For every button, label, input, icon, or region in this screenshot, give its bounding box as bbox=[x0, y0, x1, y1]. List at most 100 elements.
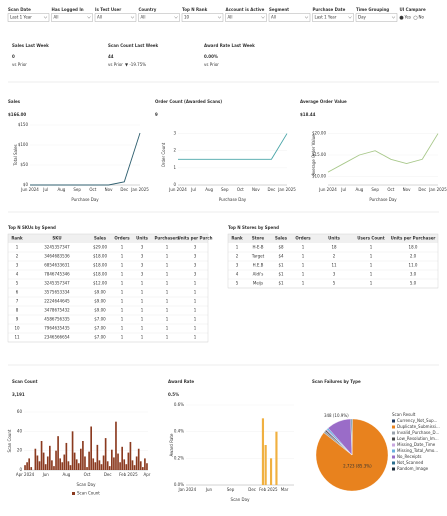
table-cell: $1 bbox=[278, 272, 284, 277]
column-header: Units per Purch bbox=[177, 236, 212, 241]
column-header: Purchasers bbox=[154, 236, 180, 241]
filter-label: Has Logged In bbox=[52, 7, 84, 12]
column-header: Units bbox=[136, 236, 148, 241]
x-tick-label: Jan 2025 bbox=[277, 187, 296, 192]
x-axis-title: Scan Day bbox=[77, 482, 97, 487]
legend-swatch bbox=[392, 467, 395, 471]
bar bbox=[131, 460, 134, 470]
radio[interactable] bbox=[399, 15, 404, 20]
bar bbox=[49, 445, 51, 470]
chart-value: $18.44 bbox=[300, 112, 316, 117]
filter-label: Time Grouping bbox=[356, 7, 389, 12]
y-tick-label: 0 bbox=[19, 467, 22, 472]
bar bbox=[67, 461, 70, 470]
table-cell: 5.0 bbox=[410, 281, 417, 286]
table-cell: $1 bbox=[278, 263, 284, 268]
chart-title: Order Count (Awarded Scans) bbox=[155, 99, 222, 104]
bar bbox=[69, 465, 72, 470]
y-tick-label: 0 bbox=[173, 182, 176, 187]
kpi-value: 0 bbox=[12, 54, 15, 59]
x-tick-label: Aug bbox=[205, 187, 213, 192]
filter-dropdown[interactable] bbox=[312, 13, 354, 22]
table-cell: $9.00 bbox=[94, 308, 106, 313]
table-cell: 1 bbox=[194, 308, 197, 313]
filter-dropdown[interactable] bbox=[268, 13, 311, 22]
bar bbox=[121, 446, 123, 470]
filter-label: Account is Active bbox=[226, 7, 265, 12]
y-tick-label: 2 bbox=[173, 148, 176, 153]
legend-swatch bbox=[392, 455, 395, 459]
radio-label: Yes bbox=[404, 15, 411, 20]
table-cell: $4 bbox=[278, 254, 284, 259]
table-cell: 8 bbox=[16, 308, 19, 313]
table-border bbox=[227, 233, 439, 289]
legend-label: Missing_Date_Time bbox=[397, 442, 436, 447]
radio[interactable] bbox=[413, 15, 418, 20]
table-title: Top N Stores by Spend bbox=[228, 225, 279, 230]
filter-value: All bbox=[97, 15, 102, 20]
table-cell: 10 bbox=[14, 326, 20, 331]
y-axis-title: Order Count bbox=[161, 142, 166, 167]
table-cell: 1 bbox=[302, 245, 305, 250]
chart-title: Sales bbox=[8, 99, 21, 104]
x-tick-label: Sep bbox=[227, 487, 235, 492]
table-cell: 5 bbox=[333, 281, 336, 286]
chart-title: Average Order Value bbox=[300, 99, 347, 104]
filter-dropdown[interactable] bbox=[181, 13, 224, 22]
table-cell: 1 bbox=[121, 245, 124, 250]
chevron bbox=[174, 16, 178, 19]
chevron bbox=[261, 16, 265, 19]
table-cell: 1 bbox=[121, 317, 124, 322]
chart-value: 9 bbox=[155, 112, 158, 117]
chart-title: Scan Failures by Type bbox=[312, 379, 361, 384]
bar bbox=[53, 466, 55, 470]
y-axis-title: Scan Count bbox=[7, 429, 12, 452]
table-cell: 3 bbox=[16, 263, 19, 268]
table-cell: 1 bbox=[194, 290, 197, 295]
bar bbox=[117, 453, 119, 470]
table-cell: 1 bbox=[302, 263, 305, 268]
filter-dropdown[interactable] bbox=[94, 13, 137, 22]
table-cell: 2.0 bbox=[410, 254, 417, 259]
x-tick-label: Sep bbox=[73, 187, 81, 192]
filter-dropdown[interactable] bbox=[355, 13, 398, 22]
table-cell: 4 bbox=[236, 272, 239, 277]
legend-label: Random_Image bbox=[397, 466, 429, 471]
table-cell: 3 bbox=[141, 254, 144, 259]
y-tick-label: 0.6% bbox=[174, 402, 184, 407]
table-cell: 1 bbox=[370, 245, 373, 250]
filter-dropdown[interactable] bbox=[7, 13, 50, 22]
data-label: 2,723 (85.3%) bbox=[343, 463, 372, 468]
x-axis-title: Purchase Day bbox=[219, 197, 247, 202]
table-cell: 7846745346 bbox=[44, 272, 70, 277]
table-cell: 1 bbox=[121, 254, 124, 259]
table-cell: 2224644645 bbox=[44, 299, 70, 304]
table-cell: 1 bbox=[236, 245, 239, 250]
table-cell: H-E-B bbox=[252, 245, 263, 250]
filter-dropdown[interactable] bbox=[51, 13, 93, 22]
legend-label: Currency_Not_Sup... bbox=[397, 418, 437, 423]
filter-label: Is Test User bbox=[95, 7, 121, 12]
bar bbox=[137, 448, 140, 470]
bar bbox=[264, 445, 267, 485]
filter-dropdown[interactable] bbox=[225, 13, 267, 22]
bar bbox=[80, 448, 82, 470]
x-tick-label: Oct bbox=[387, 187, 394, 192]
legend-label: Not_Scanned bbox=[397, 460, 424, 465]
bar bbox=[88, 451, 90, 470]
bar bbox=[146, 463, 148, 470]
bar bbox=[55, 450, 57, 470]
table-cell: 6854633631 bbox=[44, 263, 70, 268]
filter-value: All bbox=[228, 15, 233, 20]
table-cell: 1 bbox=[166, 317, 169, 322]
x-tick-label: Dec bbox=[104, 472, 112, 477]
bar bbox=[144, 458, 146, 470]
table-cell: 4 bbox=[16, 272, 19, 277]
bar bbox=[261, 418, 265, 485]
chevron bbox=[304, 16, 309, 19]
compare-label: UI Campare bbox=[400, 7, 426, 12]
filter-dropdown[interactable] bbox=[138, 13, 180, 22]
table-cell: 3575653334 bbox=[44, 290, 70, 295]
table-cell: 1 bbox=[194, 326, 197, 331]
table-cell: 1 bbox=[141, 290, 144, 295]
